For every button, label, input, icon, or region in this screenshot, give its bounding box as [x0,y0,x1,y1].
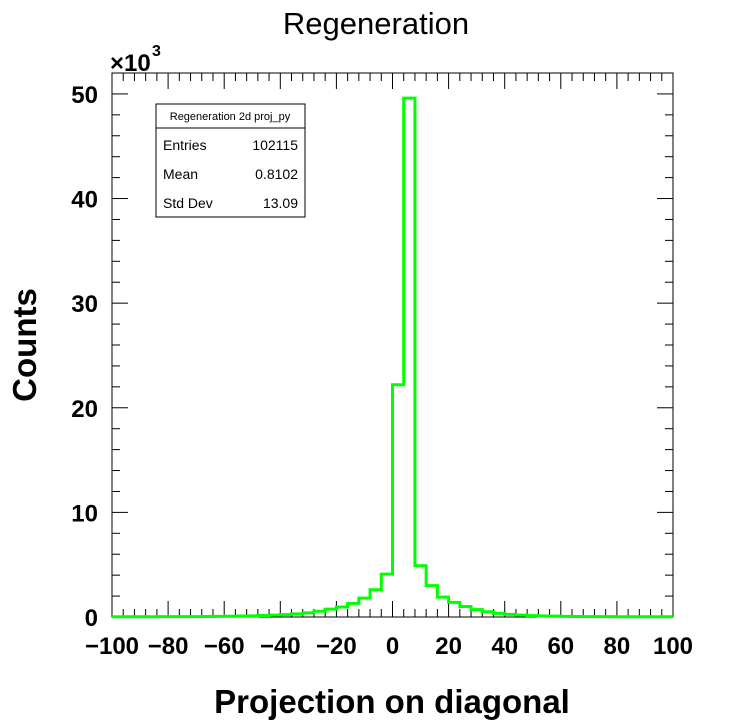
stat-stddev-value: 13.09 [263,195,298,211]
x-tick-label: 80 [604,633,631,660]
stats-box-title: Regeneration 2d proj_py [170,111,291,123]
x-tick-label: 40 [491,633,518,660]
y-tick-label: 0 [85,605,98,632]
x-tick-labels: −100 −80 −60 −40 −20 0 20 40 60 80 100 [85,633,693,660]
stat-stddev-label: Std Dev [163,195,213,211]
y-tick-labels: 0 10 20 30 40 50 [71,82,98,632]
y-tick-label: 20 [71,396,98,423]
stat-mean-value: 0.8102 [255,166,298,182]
y-tick-label: 30 [71,291,98,318]
y-axis-title: Counts [6,288,43,402]
x-tick-label: −60 [204,633,245,660]
histogram-series-line [112,96,673,619]
y-tick-label: 50 [71,82,98,109]
x-tick-label: −80 [148,633,189,660]
stats-box-frame [155,103,306,218]
x-tick-label: −40 [260,633,301,660]
x-tick-label: 0 [386,633,399,660]
chart-title: Regeneration [283,6,469,41]
stats-box: Regeneration 2d proj_py Entries 102115 M… [155,103,306,218]
x-tick-label: 100 [653,633,693,660]
x-tick-label: −20 [316,633,357,660]
y-tick-label: 40 [71,187,98,214]
y-multiplier-exponent: 3 [152,43,161,60]
x-tick-label: 60 [547,633,574,660]
stat-mean-label: Mean [163,166,198,182]
x-tick-label: −100 [85,633,139,660]
stat-entries-value: 102115 [252,137,298,153]
x-tick-label: 20 [435,633,462,660]
x-axis-title: Projection on diagonal [214,683,570,720]
stat-entries-label: Entries [163,137,207,153]
y-tick-label: 10 [71,500,98,527]
